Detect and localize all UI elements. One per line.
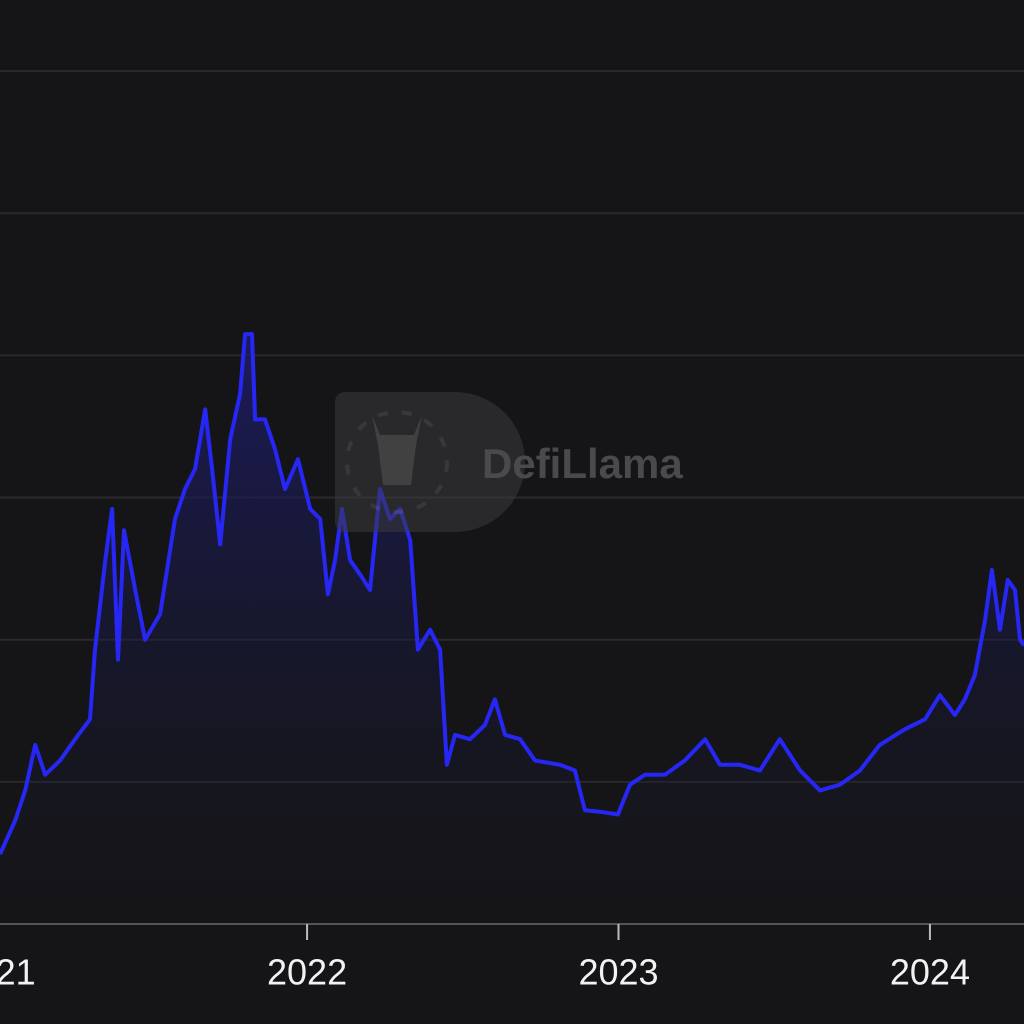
x-tick-label: 2024: [890, 952, 970, 993]
watermark-logo: [372, 415, 422, 485]
plot: [0, 332, 1024, 925]
watermark-logo: [335, 392, 425, 532]
watermark: DefiLlama: [335, 392, 683, 532]
x-tick-label: 2021: [0, 952, 36, 993]
line: [0, 332, 1024, 856]
watermark-text: DefiLlama: [482, 440, 683, 487]
x-axis: 2021 2022 2023 2024: [0, 923, 1024, 993]
x-tick-label: 2023: [578, 952, 658, 993]
x-tick-label: 2022: [267, 952, 347, 993]
area-fill: [0, 334, 1024, 925]
watermark-logo: [395, 392, 525, 532]
watermark-logo: [345, 410, 449, 514]
